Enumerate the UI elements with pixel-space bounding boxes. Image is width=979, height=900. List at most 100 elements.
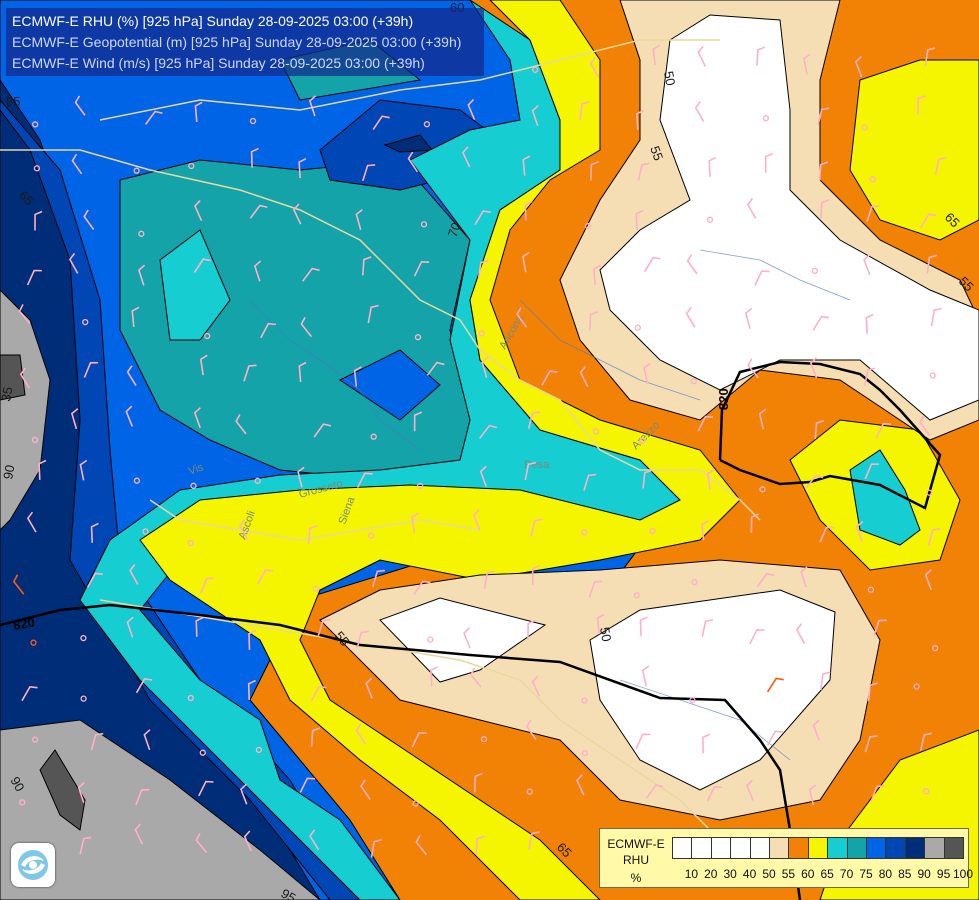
wind-barb	[355, 723, 366, 745]
wind-barb	[193, 258, 211, 273]
wind-barb	[930, 307, 942, 327]
wind-barb	[187, 694, 194, 702]
wind-barb	[21, 685, 38, 702]
wind-barb	[134, 823, 144, 845]
wind-barb	[250, 147, 259, 168]
wind-barb	[708, 156, 717, 177]
contour-label-rhu: 95	[279, 886, 299, 900]
wind-barb	[74, 95, 86, 116]
legend-tick-label: 95	[936, 867, 951, 881]
rhu-legend: ECMWF-E RHU % 10 20 30 40 50 55 60 65 70 75 80 85 90…	[599, 828, 973, 888]
wind-barb	[426, 361, 445, 376]
wind-barb	[80, 695, 87, 702]
wind-barb	[361, 256, 372, 276]
wind-barb	[633, 592, 640, 599]
wind-barb	[581, 697, 588, 704]
place-label: Vis	[187, 461, 206, 478]
wind-barb	[187, 539, 194, 547]
wind-barb	[579, 101, 590, 120]
wind-barb	[691, 579, 698, 586]
wind-barb	[644, 256, 661, 272]
wind-barb	[243, 364, 257, 382]
wind-barb	[31, 736, 39, 743]
wind-barb	[86, 572, 104, 588]
rhu-zone-white-north	[599, 14, 979, 421]
wind-barb	[475, 835, 485, 855]
wind-barb	[531, 675, 541, 697]
wind-barb	[744, 307, 753, 329]
rhu-zone-yellow-east	[849, 59, 979, 241]
wind-barb	[309, 829, 320, 851]
wind-barb	[808, 784, 817, 806]
wind-barb	[360, 779, 371, 800]
wind-barb	[642, 469, 653, 489]
rhu-zone-midblue	[0, 99, 361, 900]
wind-barb	[522, 251, 530, 273]
contour-label-rhu: 55	[647, 144, 666, 163]
wind-barb	[249, 204, 268, 219]
wind-barb	[867, 682, 878, 702]
wind-barb	[750, 513, 759, 534]
wind-barb	[643, 362, 651, 384]
wind-barb	[90, 522, 99, 543]
wind-barb	[32, 121, 39, 128]
legend-swatch	[924, 837, 945, 859]
wind-barb	[414, 334, 422, 341]
wind-barb	[353, 366, 362, 387]
wind-barb	[481, 356, 489, 378]
wind-barb	[194, 199, 203, 222]
wind-barb	[524, 200, 533, 221]
wind-barb	[126, 616, 134, 638]
contour-label-rhu: 90	[7, 774, 27, 794]
wind-barb	[652, 44, 661, 66]
wind-barb	[463, 627, 471, 649]
wind-barb	[873, 619, 887, 637]
wind-barb	[861, 124, 868, 131]
wind-barb	[19, 367, 30, 389]
legend-swatch	[691, 837, 712, 859]
wind-barb	[697, 45, 707, 67]
rhu-zone-darkgrey-south	[39, 749, 86, 831]
legend-swatch	[943, 837, 964, 859]
title-rhu: ECMWF-E RHU (%) [925 hPa] Sunday 28-09-2…	[12, 13, 414, 29]
wind-barb	[247, 679, 256, 700]
wind-barb	[479, 424, 498, 439]
legend-unit: %	[630, 871, 642, 885]
wind-barb	[634, 324, 641, 331]
wind-barb	[516, 307, 528, 328]
wind-barb	[255, 746, 263, 754]
wind-barb	[71, 153, 83, 175]
wind-barb	[26, 511, 37, 533]
wind-barb	[193, 407, 201, 429]
wind-barb	[125, 405, 134, 427]
wind-barb	[190, 482, 197, 489]
wind-barb	[706, 216, 714, 223]
wind-barb	[372, 569, 385, 587]
geopotential-contour-820-east	[718, 360, 942, 510]
wind-barb	[415, 835, 428, 856]
wind-barb	[79, 836, 92, 855]
wind-barb	[584, 223, 592, 230]
legend-tick-label: 70	[839, 867, 854, 881]
wind-barb	[919, 213, 937, 229]
wind-barb-layer	[12, 44, 947, 860]
legend-swatch	[866, 837, 887, 859]
wind-barb	[809, 357, 818, 379]
wind-barb	[308, 95, 317, 117]
wind-barb	[818, 161, 829, 181]
wind-barb	[706, 469, 715, 490]
wind-barb	[310, 686, 327, 702]
wind-barb	[243, 830, 253, 852]
wind-barb	[479, 465, 487, 487]
legend-tick-label: 85	[898, 867, 912, 881]
legend-swatch	[788, 837, 809, 859]
wind-barb	[522, 155, 531, 176]
wind-barb	[856, 520, 864, 542]
wind-barb	[635, 109, 644, 130]
contour-label-rhu: 50	[661, 70, 678, 87]
wind-barb	[34, 210, 43, 231]
rhu-zone-grey-south	[0, 719, 321, 900]
wind-barb	[532, 66, 539, 73]
wind-barb	[430, 666, 439, 687]
legend-tick-label: 55	[781, 867, 796, 881]
